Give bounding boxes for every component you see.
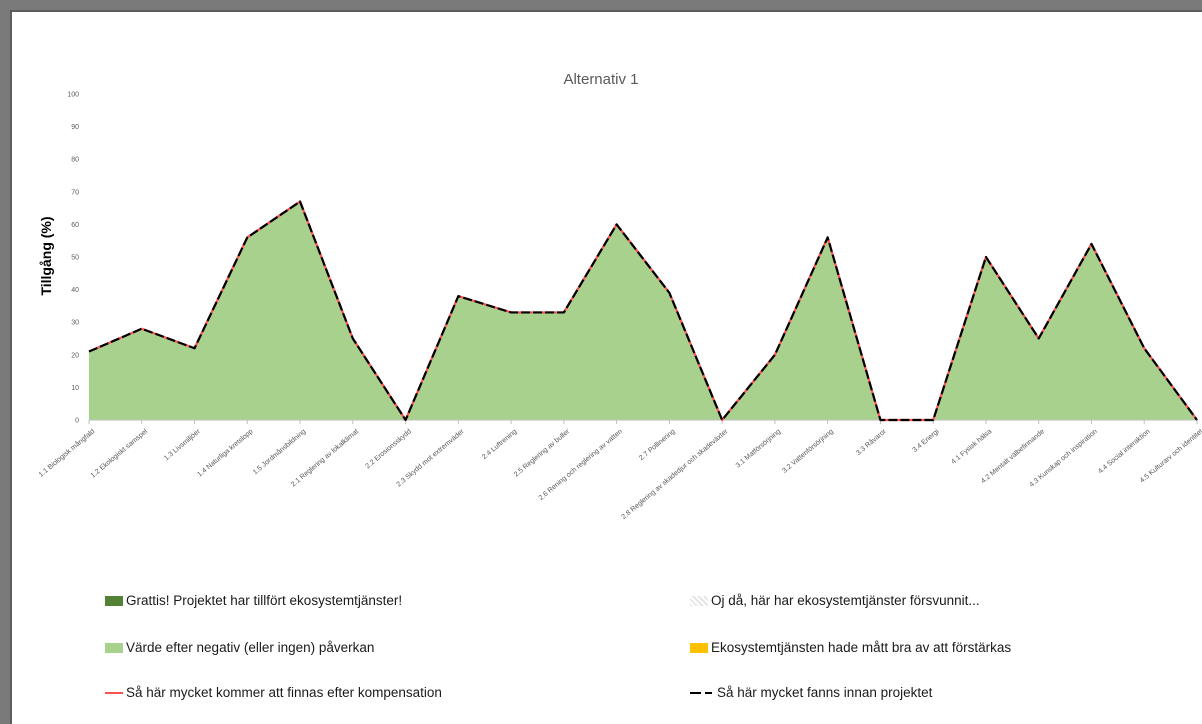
y-tick-label: 70 — [71, 189, 79, 196]
x-tick-label: 2.6 Rening och reglering av vatten — [538, 428, 624, 502]
x-tick-label: 4.4 Social interaktion — [1097, 428, 1151, 475]
y-tick-label: 30 — [71, 320, 79, 327]
legend-after-impact-swatch — [105, 642, 123, 653]
y-tick-label: 100 — [67, 92, 79, 99]
y-tick-label: 20 — [71, 352, 79, 359]
x-tick-label: 2.8 Reglering av skadedjur och skadeväxt… — [621, 428, 730, 521]
legend-strengthen-label: Ekosystemtjänsten hade mått bra av att f… — [711, 640, 1012, 655]
x-tick-label: 2.5 Reglering av buller — [513, 428, 572, 479]
y-tick-label: 0 — [75, 418, 79, 425]
x-tick-label: 2.7 Pollinering — [638, 428, 677, 462]
y-tick-label: 10 — [71, 385, 79, 392]
legend-before: Så här mycket fanns innan projektet — [690, 685, 932, 700]
x-tick-label: 3.1 Matförsörjning — [735, 428, 783, 469]
legend-gain-label: Grattis! Projektet har tillfört ekosyste… — [126, 593, 403, 608]
legend-before-line — [690, 691, 712, 694]
x-tick-label: 2.2 Erosionsskydd — [365, 428, 413, 470]
legend-after-comp-line — [105, 691, 123, 694]
legend-gain: Grattis! Projektet har tillfört ekosyste… — [105, 593, 402, 608]
y-tick-label: 40 — [71, 287, 79, 294]
x-tick-label: 4.5 Kulturarv och identitet — [1139, 428, 1202, 484]
y-tick-label: 60 — [71, 222, 79, 229]
y-tick-label: 50 — [71, 255, 79, 262]
legend-loss: Oj då, här har ekosystemtjänster försvun… — [690, 593, 980, 608]
x-tick-label: 3.3 Råvaror — [855, 427, 889, 457]
legend-gain-swatch — [105, 595, 123, 606]
legend-loss-swatch — [690, 595, 708, 606]
legend-after-impact-label: Värde efter negativ (eller ingen) påverk… — [126, 640, 375, 655]
y-tick-label: 80 — [71, 157, 79, 164]
legend-strengthen-swatch — [690, 642, 708, 653]
line-series-before-project — [88, 200, 1198, 422]
legend-loss-label: Oj då, här har ekosystemtjänster försvun… — [711, 593, 980, 608]
legend-after-impact: Värde efter negativ (eller ingen) påverk… — [105, 640, 374, 655]
x-tick-label: 3.4 Energi — [912, 428, 941, 454]
x-tick-label: 1.5 Jordmånsbildning — [251, 427, 307, 476]
x-tick-label: 1.1 Biologisk mångfald — [37, 427, 96, 478]
area-series — [89, 201, 1197, 420]
x-tick-label: 1.4 Naturliga kretslopp — [196, 428, 254, 478]
chart-title: Alternativ 1 — [563, 71, 639, 88]
x-tick-label: 4.1 Fysisk hälsa — [950, 428, 993, 466]
legend-after-comp: Så här mycket kommer att finnas efter ko… — [105, 685, 442, 700]
legend-before-label: Så här mycket fanns innan projektet — [717, 685, 933, 700]
legend-strengthen: Ekosystemtjänsten hade mått bra av att f… — [690, 640, 1011, 655]
y-tick-label: 90 — [71, 124, 79, 131]
x-tick-label: 1.3 Livsmiljöer — [163, 428, 202, 463]
x-tick-label: 3.2 Vattenförsörjning — [781, 428, 835, 475]
x-tick-label: 1.2 Ekologiskt samspel — [90, 428, 150, 480]
x-tick-label: 2.4 Luftrening — [481, 428, 518, 461]
legend-after-comp-label: Så här mycket kommer att finnas efter ko… — [126, 685, 442, 700]
